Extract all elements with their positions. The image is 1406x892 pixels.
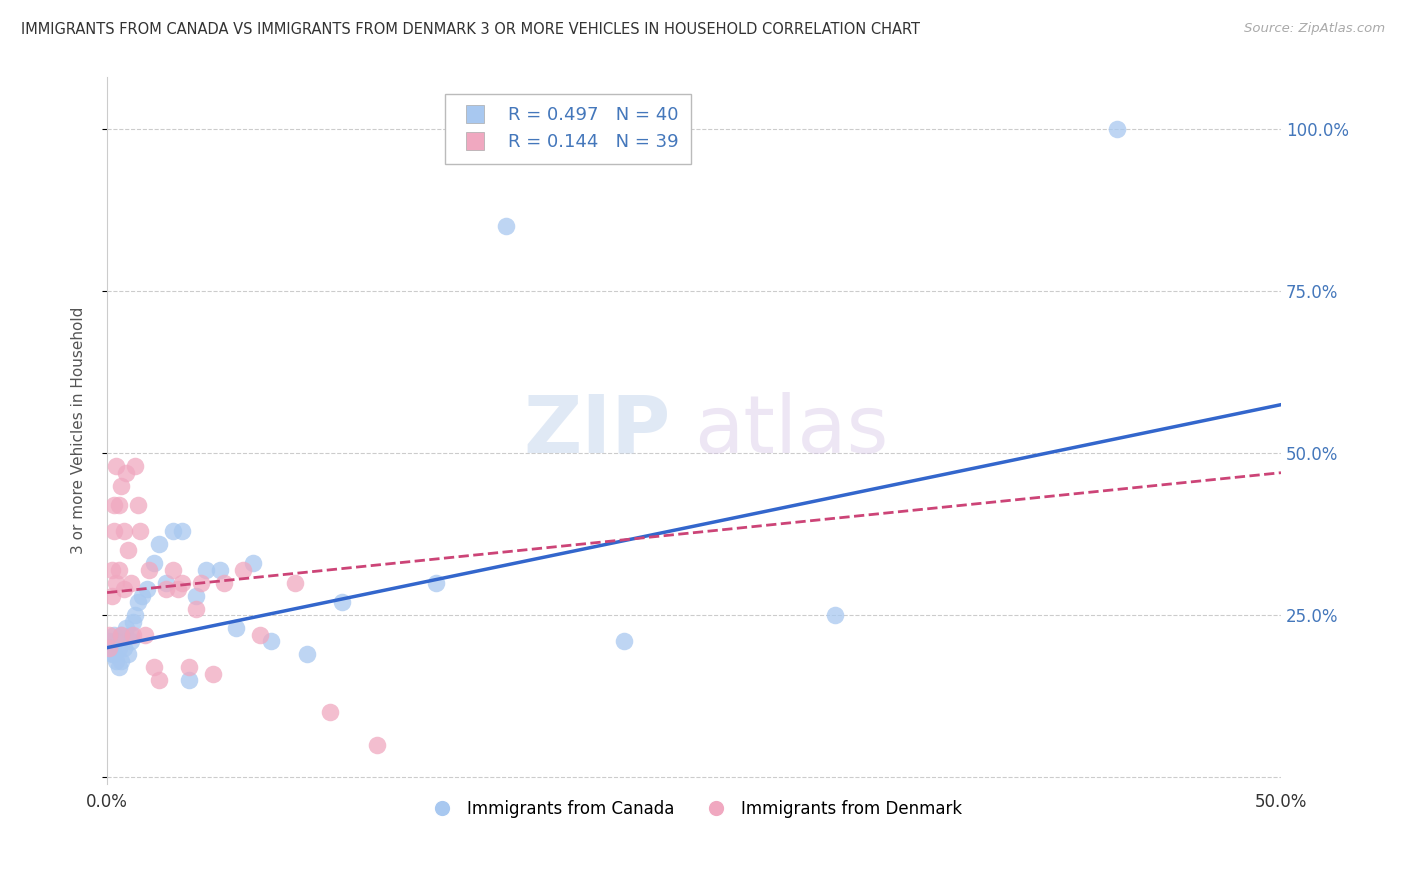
Point <box>136 582 159 597</box>
Text: atlas: atlas <box>695 392 889 469</box>
Point <box>242 557 264 571</box>
Y-axis label: 3 or more Vehicles in Household: 3 or more Vehicles in Household <box>72 307 86 554</box>
Text: Source: ZipAtlas.com: Source: ZipAtlas.com <box>1244 22 1385 36</box>
Point <box>98 628 121 642</box>
Point <box>115 466 138 480</box>
Text: ZIP: ZIP <box>523 392 671 469</box>
Point <box>117 543 139 558</box>
Point <box>155 575 177 590</box>
Point <box>201 666 224 681</box>
Point <box>179 660 201 674</box>
Point <box>120 628 142 642</box>
Point <box>186 589 208 603</box>
Point <box>1105 122 1128 136</box>
Point <box>495 219 517 234</box>
Point <box>122 628 145 642</box>
Text: IMMIGRANTS FROM CANADA VS IMMIGRANTS FROM DENMARK 3 OR MORE VEHICLES IN HOUSEHOL: IMMIGRANTS FROM CANADA VS IMMIGRANTS FRO… <box>21 22 920 37</box>
Point <box>100 647 122 661</box>
Point <box>127 595 149 609</box>
Point <box>115 621 138 635</box>
Point <box>112 582 135 597</box>
Point <box>134 628 156 642</box>
Point <box>129 524 152 538</box>
Point <box>103 498 125 512</box>
Point <box>225 621 247 635</box>
Point <box>260 634 283 648</box>
Point <box>319 706 342 720</box>
Point <box>143 660 166 674</box>
Point <box>110 654 132 668</box>
Point <box>214 575 236 590</box>
Point <box>117 647 139 661</box>
Point <box>127 498 149 512</box>
Point <box>110 478 132 492</box>
Point <box>208 563 231 577</box>
Point <box>190 575 212 590</box>
Point <box>112 524 135 538</box>
Point <box>143 557 166 571</box>
Point <box>162 524 184 538</box>
Point <box>120 575 142 590</box>
Point <box>120 634 142 648</box>
Point <box>172 575 194 590</box>
Point <box>105 634 128 648</box>
Point <box>105 654 128 668</box>
Point <box>105 459 128 474</box>
Point <box>295 647 318 661</box>
Point <box>108 498 131 512</box>
Point <box>105 575 128 590</box>
Point <box>108 640 131 655</box>
Point <box>148 537 170 551</box>
Point <box>122 615 145 629</box>
Point <box>124 608 146 623</box>
Point <box>103 524 125 538</box>
Point <box>232 563 254 577</box>
Point <box>131 589 153 603</box>
Point <box>425 575 447 590</box>
Point <box>148 673 170 687</box>
Point <box>330 595 353 609</box>
Point <box>186 601 208 615</box>
Point <box>138 563 160 577</box>
Point <box>179 673 201 687</box>
Point <box>166 582 188 597</box>
Point <box>103 628 125 642</box>
Point <box>103 647 125 661</box>
Point <box>100 589 122 603</box>
Point <box>100 640 122 655</box>
Point <box>110 628 132 642</box>
Point <box>284 575 307 590</box>
Point <box>249 628 271 642</box>
Point <box>124 459 146 474</box>
Point <box>98 640 121 655</box>
Point <box>194 563 217 577</box>
Point <box>613 634 636 648</box>
Point <box>155 582 177 597</box>
Point <box>108 563 131 577</box>
Point <box>112 640 135 655</box>
Point <box>172 524 194 538</box>
Point <box>162 563 184 577</box>
Point <box>108 660 131 674</box>
Point <box>100 563 122 577</box>
Point <box>366 738 388 752</box>
Point <box>110 628 132 642</box>
Point <box>98 634 121 648</box>
Legend: Immigrants from Canada, Immigrants from Denmark: Immigrants from Canada, Immigrants from … <box>419 794 969 825</box>
Point <box>824 608 846 623</box>
